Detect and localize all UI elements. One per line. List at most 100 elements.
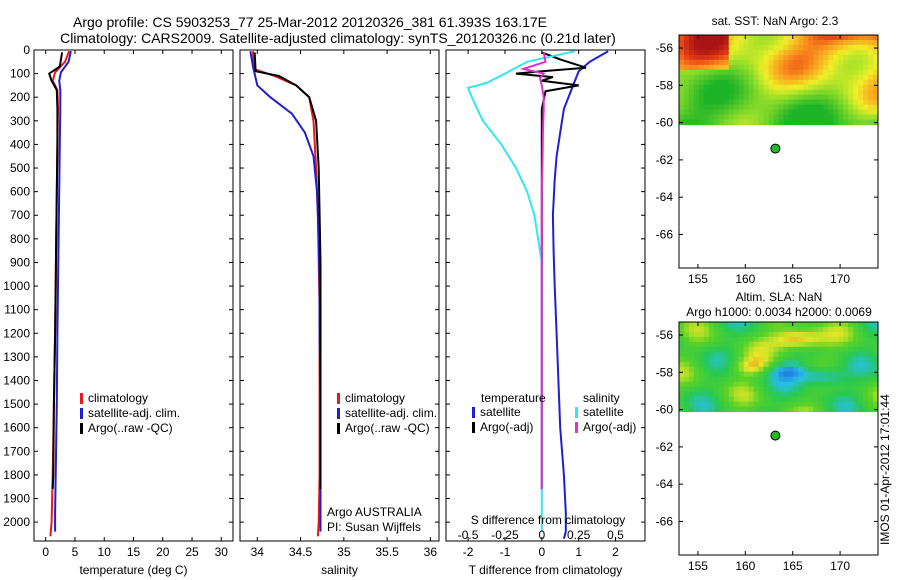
heatmap-cell xyxy=(808,104,814,111)
heatmap-cell xyxy=(763,89,770,96)
legend-title-temperature: temperature xyxy=(481,391,546,405)
heatmap-cell xyxy=(763,39,770,46)
heatmap-cell xyxy=(863,326,869,333)
y-tick-label: -66 xyxy=(656,227,674,241)
heatmap-cell xyxy=(703,341,710,348)
heatmap-cell xyxy=(693,322,700,328)
heatmap-cell xyxy=(773,376,780,383)
heatmap-cell xyxy=(863,401,869,408)
heatmap-cell xyxy=(768,49,775,56)
heatmap-cell xyxy=(738,371,745,378)
heatmap-cell xyxy=(708,386,715,393)
heatmap-cell xyxy=(738,104,745,111)
heatmap-cell xyxy=(773,89,780,96)
heatmap-cell xyxy=(688,94,695,101)
heatmap-cell xyxy=(813,44,819,51)
heatmap-cell xyxy=(853,391,859,398)
x-tick-label: 160 xyxy=(735,272,755,286)
heatmap-cell xyxy=(688,401,695,408)
heatmap-cell xyxy=(818,94,824,101)
heatmap-cell xyxy=(688,406,695,413)
heatmap-cell xyxy=(763,109,770,116)
heatmap-cell xyxy=(843,84,849,91)
heatmap-cell xyxy=(723,381,730,388)
heatmap-cell xyxy=(679,386,685,393)
heatmap-cell xyxy=(778,94,785,101)
heatmap-cell xyxy=(688,376,695,383)
heatmap-cell xyxy=(723,35,730,41)
heatmap-cell xyxy=(858,64,864,71)
heatmap-cell xyxy=(853,351,859,358)
heatmap-cell xyxy=(793,39,799,46)
heatmap-cell xyxy=(873,351,878,358)
heatmap-cell xyxy=(718,64,725,71)
heatmap-cell xyxy=(753,376,760,383)
heatmap-cell xyxy=(718,59,725,66)
heatmap-cell xyxy=(723,54,730,61)
heatmap-cell xyxy=(688,391,695,398)
heatmap-cell xyxy=(793,69,799,76)
heatmap-cell xyxy=(778,54,785,61)
heatmap-cell xyxy=(693,361,700,368)
heatmap-cell xyxy=(778,84,785,91)
heatmap-cell xyxy=(808,406,814,413)
heatmap-cell xyxy=(679,391,685,398)
heatmap-cell xyxy=(818,406,824,413)
heatmap-cell xyxy=(743,44,750,51)
heatmap-cell xyxy=(683,322,690,328)
heatmap-cell xyxy=(723,401,730,408)
heatmap-cell xyxy=(693,346,700,353)
heatmap-cell xyxy=(708,94,715,101)
heatmap-cell xyxy=(738,396,745,403)
map-title-line1: Altim. SLA: NaN xyxy=(736,290,823,304)
heatmap-cell xyxy=(773,114,780,121)
heatmap-cell xyxy=(683,356,690,363)
heatmap-cell xyxy=(728,381,735,388)
heatmap-cell xyxy=(808,49,814,56)
heatmap-cell xyxy=(679,109,685,116)
heatmap-cell xyxy=(858,401,864,408)
heatmap-cell xyxy=(793,119,799,126)
heatmap-cell xyxy=(768,64,775,71)
heatmap-cell xyxy=(808,39,814,46)
heatmap-cell xyxy=(738,59,745,66)
heatmap-cell xyxy=(838,331,844,338)
heatmap-cell xyxy=(713,64,720,71)
heatmap-cell xyxy=(703,39,710,46)
heatmap-cell xyxy=(738,114,745,121)
heatmap-cell xyxy=(683,94,690,101)
heatmap-cell xyxy=(873,356,878,363)
heatmap-cell xyxy=(838,401,844,408)
heatmap-cell xyxy=(793,94,799,101)
heatmap-cell xyxy=(683,346,690,353)
heatmap-cell xyxy=(723,49,730,56)
heatmap-cell xyxy=(793,35,799,41)
heatmap-cell xyxy=(688,114,695,121)
heatmap-cell xyxy=(708,356,715,363)
heatmap-cell xyxy=(833,366,839,373)
heatmap-cell xyxy=(793,74,799,81)
heatmap-cell xyxy=(843,89,849,96)
heatmap-cell xyxy=(758,331,765,338)
heatmap-cell xyxy=(713,109,720,116)
heatmap-cell xyxy=(803,49,809,56)
y-tick-label: -64 xyxy=(656,190,674,204)
heatmap-cell xyxy=(718,89,725,96)
heatmap-cell xyxy=(718,49,725,56)
heatmap-cell xyxy=(698,84,705,91)
y-tick-label: 1700 xyxy=(3,444,30,458)
heatmap-cell xyxy=(688,79,695,86)
heatmap-cell xyxy=(773,331,780,338)
heatmap-cell xyxy=(708,119,715,126)
heatmap-cell xyxy=(833,74,839,81)
heatmap-cell xyxy=(693,35,700,41)
heatmap-cell xyxy=(743,89,750,96)
heatmap-cell xyxy=(758,336,765,343)
heatmap-cell xyxy=(823,346,829,353)
heatmap-cell xyxy=(683,386,690,393)
heatmap-cell xyxy=(873,391,878,398)
heatmap-cell xyxy=(753,406,760,413)
heatmap-cell xyxy=(823,381,829,388)
heatmap-cell xyxy=(848,336,854,343)
heatmap-cell xyxy=(788,109,795,116)
